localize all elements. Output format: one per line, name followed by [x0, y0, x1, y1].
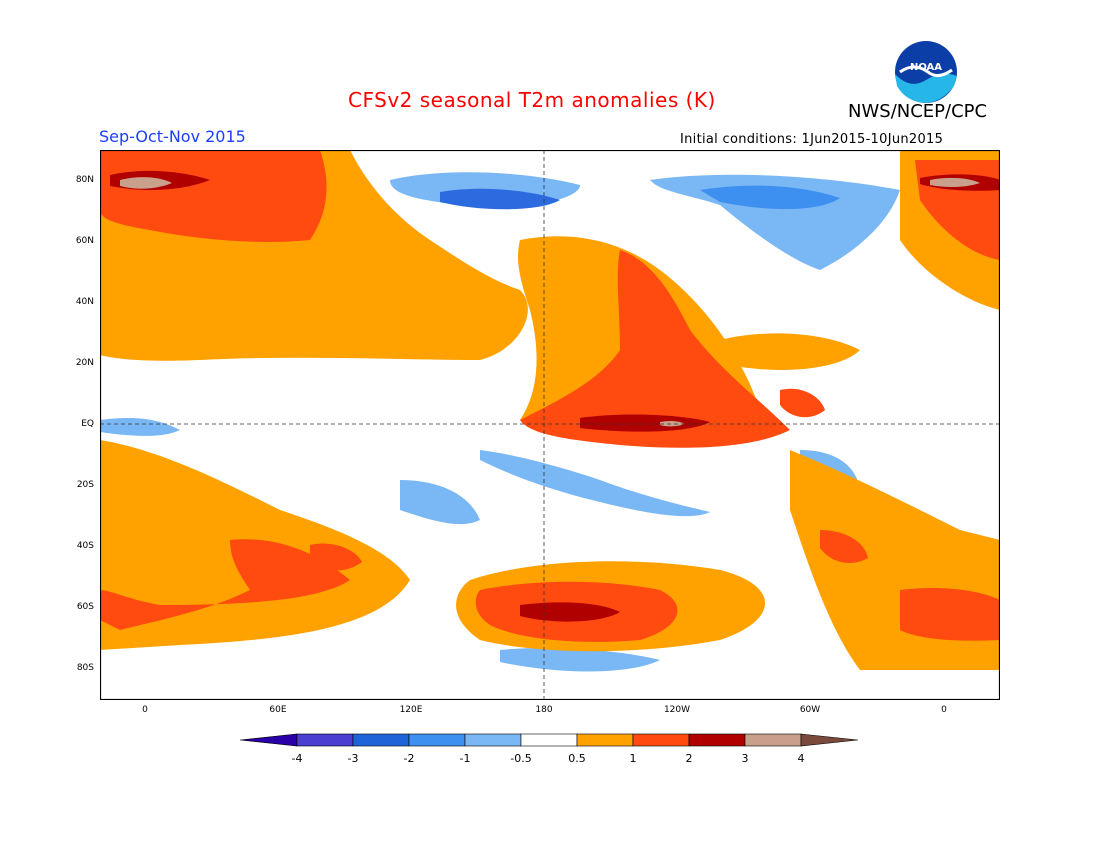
- colorbar-arrow-low: [240, 733, 298, 747]
- colorbar-tick-label: 3: [741, 752, 749, 765]
- colorbar-tick-label: -0.5: [510, 752, 532, 765]
- lon-tick-label: 60W: [799, 705, 821, 715]
- lon-tick-label: 180: [535, 705, 553, 715]
- lon-tick-label: 120W: [663, 705, 691, 715]
- colorbar-swatch: [688, 733, 746, 747]
- noaa-logo-icon: NOAA: [895, 41, 957, 103]
- map-frame: [100, 150, 1000, 700]
- colorbar-swatch: [520, 733, 578, 747]
- colorbar: [240, 733, 859, 747]
- colorbar-tick-label: 4: [797, 752, 805, 765]
- colorbar-swatch: [296, 733, 354, 747]
- anomaly-fields: [100, 150, 1000, 672]
- lat-tick-label: 80S: [76, 663, 94, 673]
- colorbar-tick-label: -2: [403, 752, 415, 765]
- lat-tick-label: 40N: [75, 297, 94, 307]
- noaa-logo-text: NOAA: [910, 62, 942, 73]
- graticule: [100, 150, 1000, 700]
- initial-conditions-label: Initial conditions: 1Jun2015-10Jun2015: [680, 132, 944, 147]
- lat-tick-label: 60N: [75, 236, 94, 246]
- lat-tick-label: 20S: [76, 480, 94, 490]
- colorbar-swatch: [408, 733, 466, 747]
- anomaly-map: [100, 150, 1000, 700]
- lat-tick-label: 60S: [76, 602, 94, 612]
- lat-tick-label: EQ: [81, 419, 94, 429]
- colorbar-tick-label: 0.5: [568, 752, 586, 765]
- colorbar-tick-label: -1: [459, 752, 471, 765]
- lon-tick-label: 0: [142, 705, 148, 715]
- lat-tick-label: 80N: [75, 175, 94, 185]
- agency-label: NWS/NCEP/CPC: [848, 101, 988, 122]
- lon-tick-label: 120E: [399, 705, 423, 715]
- lon-tick-label: 60E: [269, 705, 287, 715]
- colorbar-swatch: [744, 733, 802, 747]
- lat-tick-label: 40S: [76, 541, 94, 551]
- lon-tick-label: 0: [941, 705, 947, 715]
- colorbar-tick-label: 2: [685, 752, 693, 765]
- colorbar-swatch: [352, 733, 410, 747]
- colorbar-swatch: [464, 733, 522, 747]
- season-label: Sep-Oct-Nov 2015: [99, 127, 246, 146]
- colorbar-arrow-high: [800, 733, 859, 747]
- colorbar-swatch: [576, 733, 634, 747]
- colorbar-tick-label: 1: [629, 752, 637, 765]
- chart-title: CFSv2 seasonal T2m anomalies (K): [348, 88, 716, 112]
- colorbar-swatch: [632, 733, 690, 747]
- lat-tick-label: 20N: [75, 358, 94, 368]
- colorbar-tick-label: -4: [291, 752, 303, 765]
- colorbar-tick-label: -3: [347, 752, 359, 765]
